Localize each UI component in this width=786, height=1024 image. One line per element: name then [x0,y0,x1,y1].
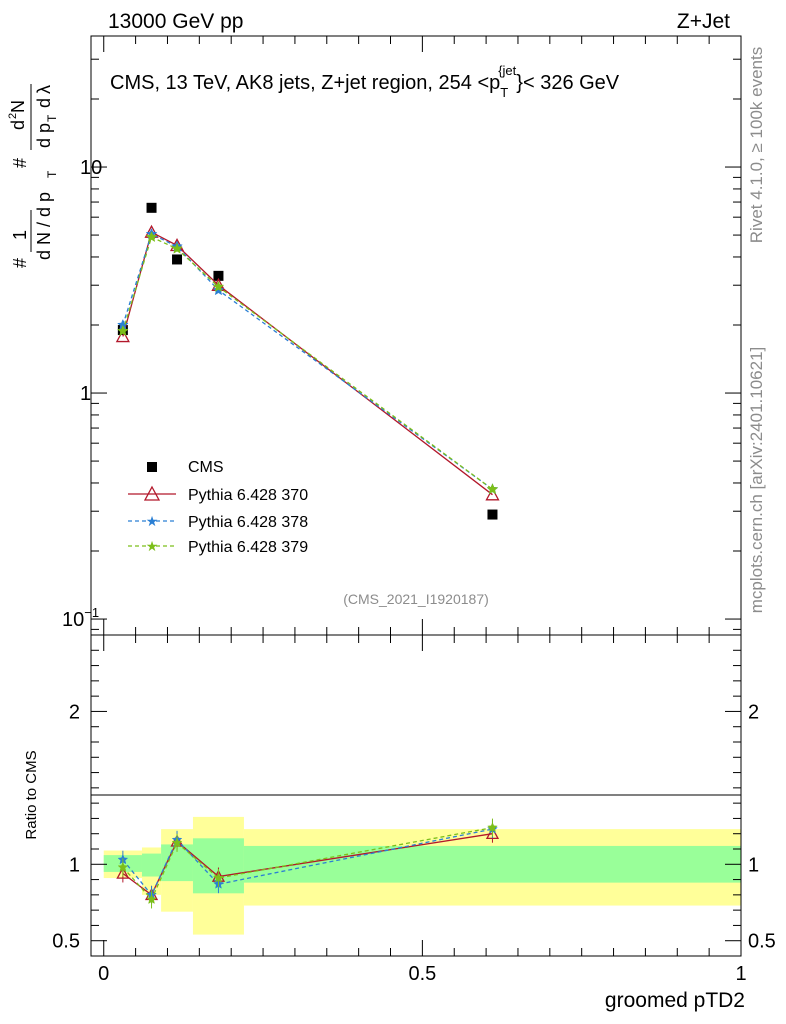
legend-item-370: Pythia 6.428 370 [128,485,308,504]
mcplots-label: mcplots.cern.ch [arXiv:2401.10621] [747,347,766,613]
svg-text:#: # [10,258,30,268]
ratio-y-ticks: 0.5 0.5 1 1 2 2 [52,634,776,957]
ratio-marks [116,818,500,909]
ratio-point-2 [117,861,129,872]
y-tick-label: 1 [80,383,91,405]
data-point-3 [171,242,183,254]
ratio-y-tick-label: 1 [69,854,80,876]
ratio-point-2 [487,821,498,833]
svg-text:Pythia 6.428 378: Pythia 6.428 378 [188,514,308,531]
rivet-label: Rivet 4.1.0, ≥ 100k events [747,47,766,243]
ratio-y-tick-label: 2 [748,701,759,723]
analysis-watermark: (CMS_2021_I1920187) [343,591,489,607]
legend-item-cms: CMS [147,459,224,476]
svg-text:1: 1 [10,230,30,240]
data-point-370 [485,487,500,501]
x-tick-label: 0 [98,963,109,985]
ratio-panel: 0.5 0.51 12 2 0 0.5 1 Ratio to CMS groomed pT… [23,36,776,1012]
data-point-cms [172,254,183,265]
svg-text:N: N [8,100,28,113]
y-tick-label: 10 [80,157,102,179]
data-point-370 [115,329,130,343]
svg-text:T: T [45,114,59,122]
main-y-label: # 1 d N / d p T # d 2 N d p T d λ [7,84,59,268]
svg-text:Pythia 6.428 379: Pythia 6.428 379 [188,539,308,556]
legend-triangle-icon [143,485,161,501]
uncertainty-band-inner [243,845,742,883]
data-point-2 [212,284,225,296]
x-axis-label: groomed pTD2 [605,989,745,1012]
header-right: Z+Jet [677,10,730,33]
x-tick-label: 1 [735,963,746,985]
legend-square-icon [147,462,157,472]
svg-text:d: d [8,120,28,130]
main-y-ticks: 10−1 1 10 [62,58,741,631]
series-line-2 [122,233,493,490]
data-point-cms [146,202,157,213]
x-tick-label: 0.5 [408,963,436,985]
svg-text:T: T [45,170,59,178]
ratio-y-tick-label: 0.5 [52,931,80,953]
ratio-frame [90,634,742,957]
svg-text:CMS: CMS [188,459,224,476]
svg-text:d N / d p: d N / d p [34,192,54,260]
svg-text:d p: d p [34,123,54,148]
svg-text:d: d [34,98,54,108]
ratio-point-370 [116,866,130,879]
ratio-point-2 [171,837,183,848]
ratio-x-ticks: 0 0.5 1 [98,36,747,985]
y-tick-label: 10−1 [62,605,99,631]
series-line-1 [122,231,493,496]
ratio-y-tick-label: 1 [748,854,759,876]
data-point-cms [213,270,224,281]
series-line-3 [122,236,493,490]
main-panel: 10−1 1 10 CMS, 13 TeV, AK8 jets, Z+jet reg… [7,35,742,636]
legend-item-379: ★ Pythia 6.428 379 [128,538,308,556]
ratio-y-tick-label: 2 [69,701,80,723]
legend-item-378: ★ Pythia 6.428 378 [128,513,308,531]
uncertainty-band-inner [141,853,162,877]
legend-star-icon: ★ [146,538,159,554]
legend-star-icon: ★ [146,513,159,529]
data-point-3 [486,483,499,495]
main-marks [115,202,500,520]
svg-text:#: # [10,158,30,168]
ratio-y-label: Ratio to CMS [23,750,40,839]
ratio-bands [103,816,742,935]
ratio-point-2 [146,893,157,905]
ratio-point-2 [213,872,224,883]
data-point-3 [117,324,129,337]
svg-text:2: 2 [7,113,19,119]
header-left: 13000 GeV pp [108,10,243,33]
svg-text:Pythia 6.428 370: Pythia 6.428 370 [188,487,308,504]
plot-title: CMS, 13 TeV, AK8 jets, Z+jet region, 254… [110,63,620,100]
ratio-y-tick-label: 0.5 [748,931,776,953]
legend: CMS Pythia 6.428 370 ★ Pythia 6.428 378 … [128,459,308,556]
data-point-cms [487,509,498,520]
svg-text:λ: λ [34,85,54,94]
data-point-3 [145,230,158,243]
data-point-3 [212,280,225,292]
ratio-line-2 [122,826,493,901]
